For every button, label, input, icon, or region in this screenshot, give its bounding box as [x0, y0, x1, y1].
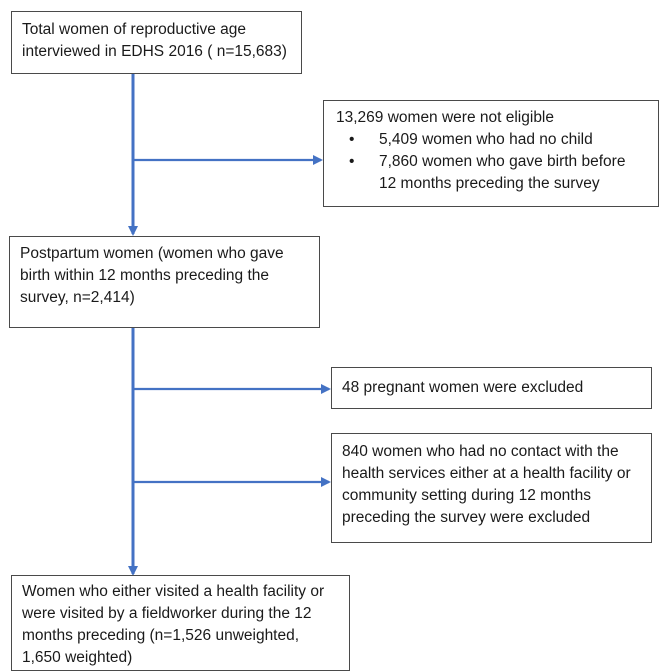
- total-women-text: Total women of reproductive age intervie…: [22, 21, 287, 60]
- not-eligible-box: 13,269 women were not eligible • 5,409 w…: [323, 100, 659, 207]
- postpartum-box: Postpartum women (women who gave birth w…: [9, 236, 320, 328]
- not-eligible-title: 13,269 women were not eligible: [336, 109, 554, 126]
- final-women-box: Women who either visited a health facili…: [11, 575, 350, 671]
- not-eligible-item: • 7,860 women who gave birth before 12 m…: [336, 151, 646, 195]
- not-eligible-item: • 5,409 women who had no child: [336, 129, 646, 151]
- bullet-icon: •: [349, 131, 355, 148]
- pregnant-excluded-box: 48 pregnant women were excluded: [331, 367, 652, 409]
- final-women-text: Women who either visited a health facili…: [22, 583, 325, 666]
- pregnant-excluded-text: 48 pregnant women were excluded: [342, 379, 584, 396]
- no-contact-excluded-box: 840 women who had no contact with the he…: [331, 433, 652, 543]
- postpartum-text: Postpartum women (women who gave birth w…: [20, 245, 284, 306]
- not-eligible-item-text: 7,860 women who gave birth before 12 mon…: [379, 153, 626, 192]
- not-eligible-item-text: 5,409 women who had no child: [379, 131, 593, 148]
- bullet-icon: •: [349, 153, 355, 170]
- total-women-box: Total women of reproductive age intervie…: [11, 11, 302, 74]
- no-contact-excluded-text: 840 women who had no contact with the he…: [342, 443, 631, 526]
- not-eligible-list: • 5,409 women who had no child • 7,860 w…: [336, 129, 646, 195]
